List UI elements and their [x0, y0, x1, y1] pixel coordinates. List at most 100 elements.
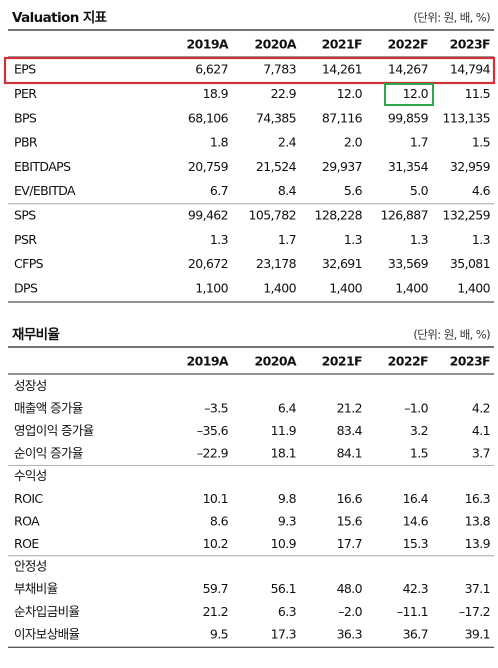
row-label: 부채비율 — [14, 581, 58, 596]
cell: 15.3 — [403, 536, 428, 551]
cell: 59.7 — [203, 581, 228, 596]
row-label: BPS — [14, 110, 37, 125]
row-label: EV/EBITDA — [14, 183, 76, 198]
cell: 1.3 — [410, 232, 428, 247]
cell: 16.3 — [465, 491, 490, 506]
column-header: 2019A — [187, 354, 229, 369]
cell: 7,783 — [263, 62, 296, 77]
row-label: DPS — [14, 280, 38, 295]
cell: 6,627 — [195, 62, 228, 77]
row-label: EPS — [14, 62, 36, 77]
row-label: 매출액 증가율 — [14, 400, 83, 415]
highlight-eps — [3, 56, 496, 85]
cell: 1,400 — [263, 280, 296, 295]
valuation-table: Valuation 지표 (단위: 원, 배, %) 2019A 2020A 2021F… — [8, 10, 494, 303]
cell: 1.5 — [472, 135, 490, 150]
cell: 10.9 — [271, 536, 297, 551]
cell: 21,524 — [256, 159, 297, 174]
cell: 12.0 — [337, 86, 363, 101]
cell: 1.7 — [410, 135, 428, 150]
cell: 4.2 — [472, 400, 490, 415]
row-label: 순차입금비율 — [14, 604, 80, 619]
cell: 6.3 — [278, 604, 296, 619]
cell: 8.6 — [210, 513, 229, 528]
row-label: SPS — [14, 207, 36, 222]
cell: 20,759 — [188, 159, 229, 174]
cell: 22.9 — [271, 86, 297, 101]
row-label: PER — [14, 86, 37, 101]
row-label: 영업이익 증가율 — [14, 423, 94, 438]
cell: 6.7 — [210, 183, 228, 198]
cell: 3.2 — [410, 423, 428, 438]
cell: 29,937 — [322, 159, 362, 174]
cell: 11.5 — [465, 86, 490, 101]
row-label: PSR — [14, 232, 37, 247]
row-label: CFPS — [14, 256, 44, 271]
cell: 113,135 — [443, 110, 491, 125]
cell: 35,081 — [450, 256, 490, 271]
cell: 10.1 — [203, 491, 228, 506]
group-label: 수익성 — [14, 468, 47, 483]
column-header: 2019A — [187, 37, 229, 52]
cell: 3.7 — [472, 446, 490, 461]
cell: 18.9 — [203, 86, 229, 101]
cell: 9.5 — [210, 626, 228, 641]
cell: 48.0 — [337, 581, 363, 596]
cell: 1.3 — [210, 232, 228, 247]
cell: 32,959 — [450, 159, 491, 174]
cell: 36.7 — [403, 626, 428, 641]
cell: 10.2 — [203, 536, 228, 551]
cell: 1.5 — [410, 446, 428, 461]
column-header: 2021F — [322, 37, 362, 52]
cell: –1.0 — [404, 400, 428, 415]
cell: 99,462 — [188, 207, 228, 222]
column-header: 2021F — [322, 354, 362, 369]
cell: 1,100 — [195, 280, 228, 295]
cell: 14,267 — [388, 62, 428, 77]
cell: 16.4 — [403, 491, 429, 506]
cell: 99,859 — [388, 110, 429, 125]
column-header: 2022F — [388, 37, 428, 52]
column-header: 2020A — [255, 37, 297, 52]
cell: –17.2 — [459, 604, 490, 619]
cell: 4.1 — [472, 423, 490, 438]
cell: 33,569 — [388, 256, 429, 271]
cell: 14.6 — [403, 513, 429, 528]
cell: 2.4 — [278, 135, 297, 150]
cell: 15.6 — [337, 513, 363, 528]
cell: 1.7 — [278, 232, 296, 247]
ratios-table: 재무비율 (단위: 원, 배, %) 2019A 2020A 2021F 2022F 202… — [8, 326, 494, 648]
cell: –22.9 — [197, 446, 229, 461]
cell: –11.1 — [397, 604, 428, 619]
cell: 36.3 — [337, 626, 362, 641]
cell: 32,691 — [322, 256, 362, 271]
row-label: ROE — [14, 536, 39, 551]
cell: 11.9 — [271, 423, 297, 438]
group-label: 안정성 — [14, 559, 47, 574]
cell: 14,261 — [322, 62, 362, 77]
column-header: 2023F — [450, 37, 490, 52]
cell: 2.0 — [344, 135, 363, 150]
cell: 42.3 — [403, 581, 428, 596]
cell: 5.0 — [410, 183, 429, 198]
cell: 14,794 — [450, 62, 491, 77]
cell: 56.1 — [271, 581, 296, 596]
cell: 12.0 — [403, 86, 429, 101]
cell: 68,106 — [188, 110, 229, 125]
cell: 31,354 — [388, 159, 429, 174]
cell: 9.3 — [278, 513, 296, 528]
cell: 1,400 — [329, 280, 362, 295]
cell: –35.6 — [197, 423, 229, 438]
cell: 8.4 — [278, 183, 297, 198]
column-header: 2022F — [388, 354, 428, 369]
cell: 6.4 — [278, 400, 297, 415]
cell: 1,400 — [395, 280, 428, 295]
cell: 83.4 — [337, 423, 363, 438]
table-title: 재무비율 — [12, 326, 59, 343]
row-label: ROIC — [14, 491, 43, 506]
cell: 17.7 — [337, 536, 362, 551]
column-header: 2020A — [255, 354, 297, 369]
row-label: ROA — [14, 513, 40, 528]
cell: 23,178 — [256, 256, 297, 271]
